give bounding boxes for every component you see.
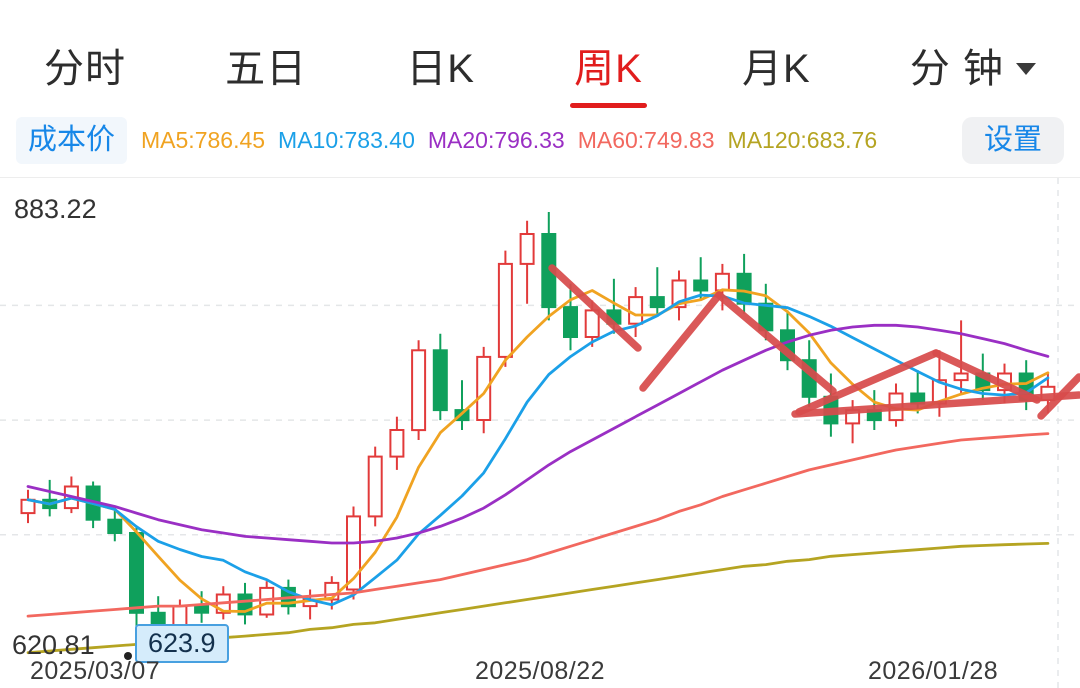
tab-minutes[interactable]: 分 钟 [910, 36, 1036, 94]
tab-monthly-k[interactable]: 月K [742, 47, 811, 91]
date-label-left: 2025/03/07 [30, 657, 161, 685]
ma60-label: MA60:749.83 [577, 127, 715, 153]
cost-price-button[interactable]: 成本价 [16, 117, 128, 164]
date-label-right: 2026/01/28 [868, 657, 999, 685]
kline-svg [0, 178, 1080, 688]
ma20-label: MA20:796.33 [427, 127, 565, 153]
ma10-label: MA10:783.40 [278, 127, 415, 153]
ma5-label: MA5:786.45 [141, 127, 266, 153]
tab-minutes-label: 分 钟 [909, 47, 1004, 91]
tab-daily-k[interactable]: 日K [406, 47, 475, 91]
low-point-dot [124, 652, 132, 660]
price-max-label: 883.22 [14, 194, 97, 224]
indicator-toolbar: 成本价 MA5:786.45 MA10:783.40 MA20:796.33 M… [0, 104, 1080, 178]
low-price-badge: 623.9 [135, 624, 229, 663]
date-label-center: 2025/08/22 [474, 657, 606, 685]
period-tab-bar: 分时 五日 日K 周K 月K 分 钟 [0, 0, 1080, 108]
price-min-label: 620.81 [12, 630, 95, 660]
settings-button[interactable]: 设置 [961, 117, 1064, 164]
tab-five-day[interactable]: 五日 [225, 47, 308, 91]
kline-chart[interactable]: 883.22 620.81 623.9 2025/03/07 2025/08/2… [0, 178, 1080, 688]
ma120-label: MA120:683.76 [727, 127, 878, 153]
tab-intraday[interactable]: 分时 [44, 47, 126, 91]
ma-legend: MA5:786.45 MA10:783.40 MA20:796.33 MA60:… [127, 127, 877, 154]
chevron-down-icon [1015, 63, 1036, 76]
tab-weekly-k[interactable]: 周K [570, 36, 647, 108]
